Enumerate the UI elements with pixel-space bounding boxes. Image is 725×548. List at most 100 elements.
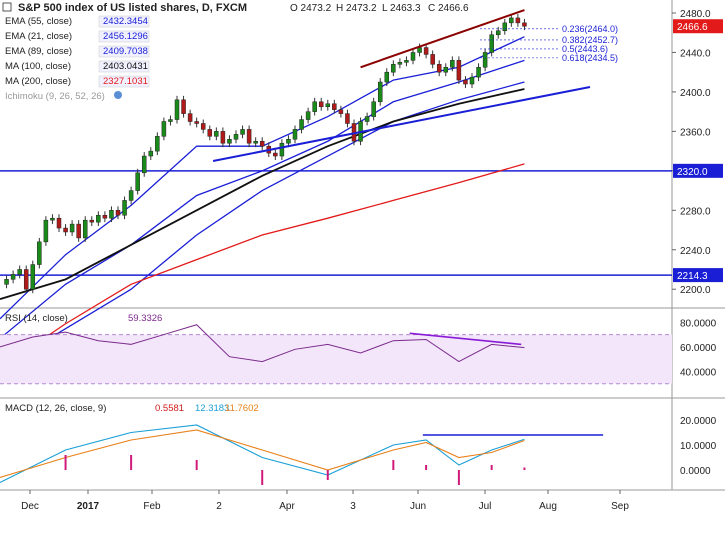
candle-body — [522, 22, 527, 27]
candle-body — [161, 121, 167, 137]
ma-line-1 — [0, 59, 525, 340]
candle-body — [10, 274, 16, 280]
macd-tick-label: 0.0000 — [680, 466, 711, 477]
x-tick-label: Dec — [21, 501, 39, 512]
candle-body — [168, 119, 173, 122]
candle-body — [286, 139, 291, 144]
legend-label: MA (100, close) — [5, 61, 71, 72]
candle-body — [456, 60, 462, 81]
legend-value: 2403.0431 — [103, 61, 148, 72]
candle-body — [495, 30, 501, 35]
candle-body — [76, 223, 81, 239]
legend-value: 2327.1031 — [103, 76, 148, 87]
level-tag-bg — [673, 268, 723, 283]
x-tick-label: 2017 — [77, 501, 100, 512]
price-tick-label: 2440.0 — [680, 48, 711, 59]
x-tick-label: Sep — [611, 501, 629, 512]
last-price-tag-bg — [673, 19, 723, 34]
candle-body — [50, 217, 55, 221]
eye-icon[interactable] — [114, 91, 122, 99]
candle-body — [63, 227, 68, 233]
candle-body — [227, 139, 232, 144]
candle-body — [96, 214, 101, 223]
x-tick-label: 3 — [350, 501, 356, 512]
candle-body — [240, 129, 245, 135]
legend-label: MA (200, close) — [5, 76, 71, 87]
macd-tick-label: 20.0000 — [680, 416, 717, 427]
candle-body — [502, 22, 508, 32]
candle-body — [299, 119, 304, 130]
fib-level-label: 0.618(2434.5) — [562, 53, 618, 63]
legend-value-bg — [98, 60, 150, 73]
legend-value: 2409.7038 — [103, 46, 148, 57]
candle-body — [4, 279, 9, 285]
legend-value-bg — [98, 45, 150, 58]
collapse-icon[interactable] — [2, 2, 12, 12]
ohlc-l: L 2463.3 — [382, 3, 421, 14]
candle-body — [148, 150, 154, 157]
rsi-label: RSI (14, close) — [5, 313, 68, 324]
candle-body — [122, 200, 127, 216]
level-tag-label: 2320.0 — [677, 167, 708, 178]
candle-body — [397, 62, 403, 65]
fib-level-label: 0.382(2452.7) — [562, 35, 618, 45]
x-tick-label: Jun — [410, 501, 426, 512]
candle-body — [17, 269, 22, 275]
candle-body — [128, 190, 134, 201]
rsi-tick-label: 40.0000 — [680, 367, 717, 378]
candle-body — [141, 155, 147, 174]
candle-body — [391, 64, 396, 73]
candle-body — [450, 60, 455, 68]
candle-body — [332, 103, 337, 110]
candle-body — [489, 34, 494, 53]
ohlc-c: C 2466.6 — [428, 3, 469, 14]
candle-body — [187, 113, 193, 122]
candle-body — [214, 131, 219, 137]
candle-body — [463, 79, 468, 85]
candle-body — [476, 67, 481, 78]
candle-body — [515, 17, 521, 24]
legend-value-bg — [98, 30, 150, 43]
candle-body — [194, 121, 199, 124]
x-tick-label: Apr — [279, 501, 295, 512]
chart-title: S&P 500 index of US listed shares, D, FX… — [18, 2, 247, 14]
candle-body — [109, 210, 114, 219]
candle-body — [56, 217, 62, 229]
macd-value-3: 11.7602 — [225, 403, 259, 414]
candle-body — [23, 269, 29, 290]
candle-body — [443, 67, 449, 73]
level-tag-label: 2214.3 — [677, 271, 708, 282]
ohlc-o: O 2473.2 — [290, 3, 332, 14]
candle-body — [305, 111, 311, 120]
price-tick-label: 2200.0 — [680, 285, 711, 296]
candle-body — [246, 129, 252, 144]
candle-body — [404, 60, 409, 63]
candle-body — [43, 219, 49, 243]
x-tick-label: Aug — [539, 501, 557, 512]
candle-body — [135, 172, 140, 191]
candle-body — [30, 264, 36, 290]
candle-body — [273, 152, 278, 157]
candle-body — [115, 210, 121, 216]
ma-line-4 — [0, 163, 525, 369]
x-tick-label: 2 — [216, 501, 222, 512]
candle-body — [82, 219, 88, 239]
price-tick-label: 2480.0 — [680, 9, 711, 20]
candle-body — [384, 71, 390, 83]
candle-body — [430, 54, 435, 65]
trendline-1 — [212, 86, 591, 162]
candle-body — [377, 81, 383, 103]
macd-value-1: 0.5581 — [155, 403, 184, 414]
price-tick-label: 2360.0 — [680, 127, 711, 138]
candle-body — [325, 103, 331, 107]
rsi-divergence-line — [409, 332, 522, 346]
price-tick-label: 2400.0 — [680, 88, 711, 99]
legend-value-bg — [98, 15, 150, 28]
candle-body — [410, 52, 416, 61]
candle-body — [364, 116, 370, 122]
candle-body — [279, 142, 285, 157]
candle-body — [436, 64, 442, 73]
legend-value: 2432.3454 — [103, 16, 148, 27]
